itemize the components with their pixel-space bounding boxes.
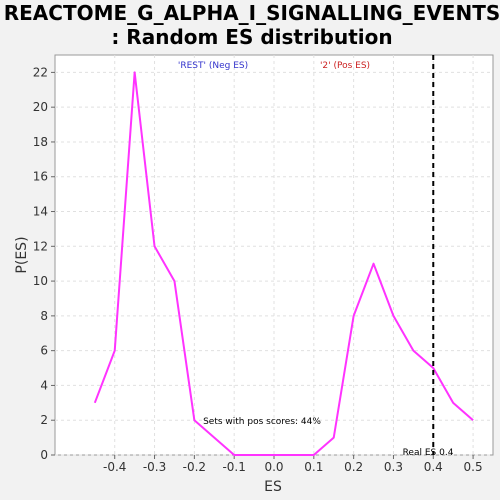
y-tick-label: 18 (33, 135, 48, 149)
y-tick-label: 10 (33, 274, 48, 288)
y-tick-label: 0 (40, 448, 48, 462)
x-axis-label: ES (264, 479, 282, 495)
y-axis-label: P(ES) (14, 236, 30, 273)
legend-pos-es: '2' (Pos ES) (320, 61, 370, 71)
y-tick-label: 16 (33, 170, 48, 184)
x-tick-label: -0.4 (103, 460, 126, 474)
grid-lines (55, 55, 493, 456)
x-tick-label: 0.2 (344, 460, 363, 474)
y-tick-label: 6 (40, 344, 48, 358)
y-tick-label: 8 (40, 309, 48, 323)
x-tick-label: 0.4 (424, 460, 443, 474)
x-tick-label: 0.5 (464, 460, 483, 474)
x-tick-label: 0.3 (384, 460, 403, 474)
y-tick-label: 4 (40, 378, 48, 392)
x-tick-label: -0.3 (143, 460, 166, 474)
y-tick-label: 12 (33, 239, 48, 253)
y-tick-label: 14 (33, 205, 48, 219)
y-tick-label: 22 (33, 65, 48, 79)
x-tick-label: -0.2 (183, 460, 206, 474)
y-axis-ticks: 0 2 4 6 8 10 12 14 16 18 20 22 (33, 65, 55, 462)
pos-scores-annotation: Sets with pos scores: 44% (203, 417, 321, 427)
x-tick-label: 0.1 (304, 460, 323, 474)
chart-title-line2: : Random ES distribution (111, 25, 392, 49)
x-tick-label: -0.1 (222, 460, 245, 474)
y-tick-label: 2 (40, 413, 48, 427)
y-tick-label: 20 (33, 100, 48, 114)
x-tick-label: 0.0 (264, 460, 283, 474)
real-es-label: Real ES 0.4 (403, 448, 454, 458)
x-axis-ticks: -0.4 -0.3 -0.2 -0.1 0.0 0.1 0.2 0.3 0.4 0.5 (103, 455, 483, 474)
es-distribution-line (93, 71, 474, 456)
legend-neg-es: 'REST' (Neg ES) (178, 61, 248, 71)
chart-title-line1: REACTOME_G_ALPHA_I_SIGNALLING_EVENTS (4, 1, 500, 25)
